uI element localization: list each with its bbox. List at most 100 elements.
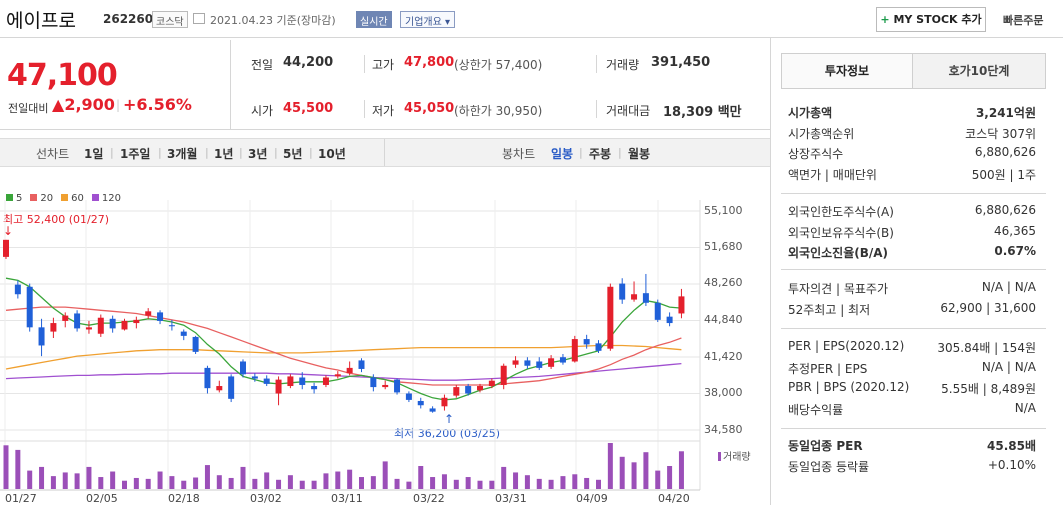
candle-body — [607, 286, 614, 349]
volume-bar — [145, 478, 151, 489]
volume-bar — [39, 466, 45, 489]
tab-order-book[interactable]: 호가10단계 — [912, 53, 1046, 89]
y-tick-label: 38,000 — [704, 386, 743, 399]
section-divider — [781, 193, 1046, 194]
calendar-icon — [193, 13, 205, 24]
candlestick-chart[interactable] — [0, 200, 770, 505]
volume-bar — [299, 480, 305, 489]
my-stock-add-button[interactable]: + MY STOCK 추가 — [876, 7, 986, 32]
section-divider — [781, 328, 1046, 329]
ma60-line — [5, 344, 682, 370]
candle-body — [322, 377, 329, 385]
period-3y[interactable]: 3년 — [248, 147, 268, 161]
candle-daily[interactable]: 일봉 — [551, 147, 574, 161]
volume-bar — [62, 472, 68, 489]
volume-bar — [323, 473, 329, 489]
period-1y[interactable]: 1년 — [214, 147, 234, 161]
candle-body — [429, 408, 436, 412]
info-label: 동일업종 PER — [788, 439, 863, 453]
stock-header — [0, 0, 1063, 38]
y-tick-label: 44,840 — [704, 313, 743, 326]
candle-body — [109, 318, 116, 329]
candle-body — [157, 312, 164, 321]
candle-body — [334, 374, 341, 377]
period-1d[interactable]: 1일 — [84, 147, 104, 161]
open-value: 45,500 — [283, 101, 334, 116]
realtime-badge[interactable]: 실시간 — [356, 11, 392, 28]
period-3m[interactable]: 3개월 — [167, 147, 198, 161]
volume-bar — [276, 479, 282, 489]
high-value: 47,800 — [404, 55, 455, 70]
y-tick-label: 34,580 — [704, 423, 743, 436]
info-label: 시가총액 — [788, 106, 833, 120]
candle-body — [299, 377, 306, 385]
x-tick-label: 02/18 — [168, 492, 200, 505]
period-1w[interactable]: 1주일 — [120, 147, 151, 161]
company-info-dropdown[interactable]: 기업개요 ▾ — [400, 11, 456, 28]
legend-ma5: 5 — [6, 193, 22, 204]
info-label: 상장주식수 — [788, 147, 844, 161]
volume-bar — [477, 480, 483, 489]
candle-body — [654, 302, 661, 320]
info-label: PBR | BPS (2020.12) — [788, 380, 910, 394]
candle-body — [228, 376, 235, 399]
volume-bar — [655, 470, 661, 489]
open-label: 시가 — [251, 104, 274, 118]
x-tick-label: 01/27 — [5, 492, 37, 505]
candle-weekly[interactable]: 주봉 — [589, 147, 612, 161]
price-change: ▲2,900 — [52, 95, 115, 114]
arrow-down-icon: ↓ — [3, 224, 14, 238]
x-tick-label: 03/22 — [413, 492, 445, 505]
info-label: 추정PER | EPS — [788, 361, 868, 376]
candle-body — [216, 386, 223, 391]
upper-limit: (상한가 57,400) — [454, 58, 543, 72]
candle-monthly[interactable]: 월봉 — [628, 147, 651, 161]
volume-bar — [418, 466, 424, 489]
candle-body — [512, 360, 519, 365]
volume-bar — [240, 466, 246, 489]
volume-bar — [501, 466, 507, 489]
candle-body — [642, 293, 649, 303]
candle-body — [524, 360, 531, 366]
candle-body — [382, 384, 389, 388]
tab-invest-info[interactable]: 투자정보 — [781, 53, 913, 89]
quick-order-link[interactable]: 빠른주문 — [1003, 14, 1044, 27]
volume-bar — [74, 473, 80, 489]
candle-body — [62, 315, 69, 321]
candle-body — [168, 325, 175, 327]
volume-bar — [157, 471, 163, 489]
side-panel — [770, 38, 1063, 505]
volume-bar — [15, 449, 21, 489]
candle-body — [263, 378, 270, 384]
volume-bar — [204, 465, 210, 489]
my-stock-label: MY STOCK 추가 — [893, 13, 982, 26]
period-high-note: 최고 52,400 (01/27) — [3, 213, 110, 226]
info-value: N/A | N/A — [981, 280, 1036, 294]
volume-bar — [584, 477, 590, 489]
candle-body — [133, 319, 140, 324]
high-label: 고가 — [372, 58, 395, 72]
info-value: N/A — [1014, 400, 1036, 415]
volume-bar — [98, 477, 104, 489]
candle-body — [583, 339, 590, 345]
period-10y[interactable]: 10년 — [318, 147, 346, 161]
info-label: 투자의견 | 목표주가 — [788, 282, 888, 296]
candle-body — [240, 361, 246, 375]
candle-body — [405, 393, 412, 400]
volume-bar — [287, 475, 293, 489]
volume-bar — [335, 471, 341, 489]
volume-bar — [181, 480, 187, 489]
x-tick-label: 04/20 — [658, 492, 690, 505]
volume-bar — [50, 476, 56, 489]
volume-bar — [169, 476, 175, 489]
info-value: 코스닥 307위 — [965, 126, 1036, 141]
info-value: +0.10% — [987, 457, 1036, 472]
candle-body — [14, 284, 21, 295]
info-value: 3,241억원 — [975, 106, 1036, 120]
volume-bar — [133, 477, 139, 489]
market-badge: 코스닥 — [152, 11, 188, 28]
info-value: 62,900 | 31,600 — [940, 300, 1036, 315]
candle-body — [417, 400, 424, 406]
info-value: 0.67% — [994, 244, 1036, 258]
period-5y[interactable]: 5년 — [283, 147, 303, 161]
